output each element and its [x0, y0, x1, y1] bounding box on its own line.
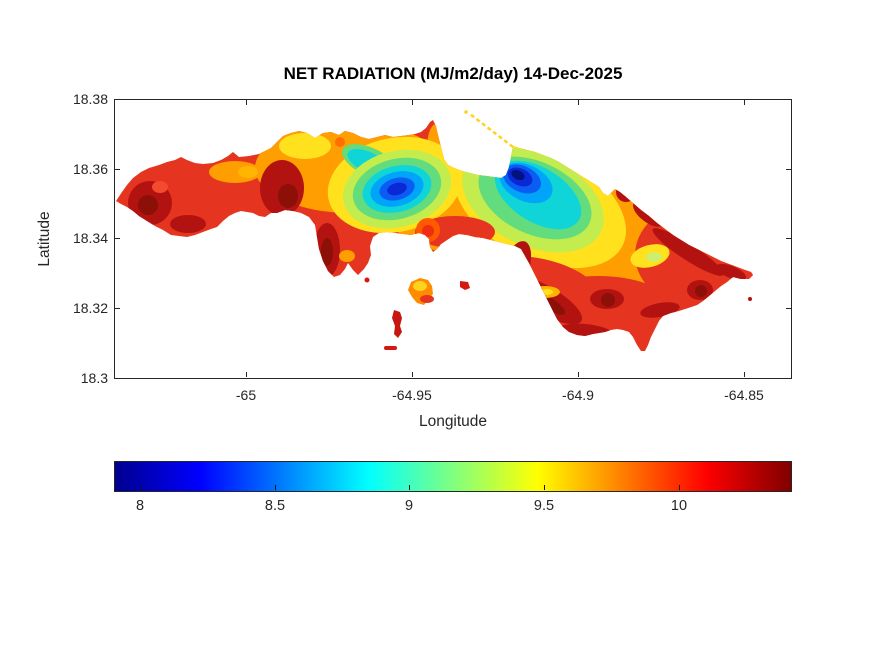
colorbar	[114, 461, 792, 492]
colorbar-tick-mark	[679, 485, 680, 490]
y-tick-mark	[115, 308, 120, 309]
y-tick-mark	[786, 238, 791, 239]
colorbar-tick-mark	[409, 485, 410, 490]
y-tick-label: 18.36	[72, 161, 108, 177]
colorbar-tick-mark	[140, 485, 141, 490]
colorbar-tick-label: 9	[404, 498, 414, 514]
y-tick-mark	[786, 308, 791, 309]
colorbar-tick-mark	[275, 485, 276, 490]
x-tick-mark	[246, 372, 247, 377]
x-tick-mark	[744, 100, 745, 105]
y-tick-mark	[115, 169, 120, 170]
y-axis-label: Latitude	[36, 211, 53, 267]
x-tick-mark	[744, 372, 745, 377]
x-tick-label: -64.95	[392, 387, 432, 403]
x-tick-mark	[578, 372, 579, 377]
chart-title: NET RADIATION (MJ/m2/day) 14-Dec-2025	[283, 64, 623, 83]
y-tick-label: 18.38	[72, 91, 108, 107]
x-axis-label: Longitude	[418, 413, 488, 430]
x-tick-label: -65	[235, 387, 257, 403]
y-tick-label: 18.32	[72, 300, 108, 316]
y-tick-label: 18.34	[72, 230, 108, 246]
x-tick-label: -64.9	[562, 387, 594, 403]
y-tick-mark	[115, 238, 120, 239]
colorbar-tick-label: 8.5	[264, 498, 286, 514]
x-tick-mark	[246, 100, 247, 105]
plot-area	[114, 99, 792, 379]
x-tick-mark	[578, 100, 579, 105]
colorbar-tick-label: 9.5	[533, 498, 555, 514]
y-tick-label: 18.3	[80, 370, 108, 386]
south-islets	[364, 277, 752, 350]
colorbar-tick-label: 10	[670, 498, 688, 514]
colorbar-tick-mark	[544, 485, 545, 490]
x-tick-mark	[412, 100, 413, 105]
x-tick-label: -64.85	[724, 387, 764, 403]
colorbar-tick-label: 8	[135, 498, 145, 514]
x-tick-mark	[412, 372, 413, 377]
y-tick-mark	[786, 169, 791, 170]
peninsula-spit	[464, 110, 514, 148]
